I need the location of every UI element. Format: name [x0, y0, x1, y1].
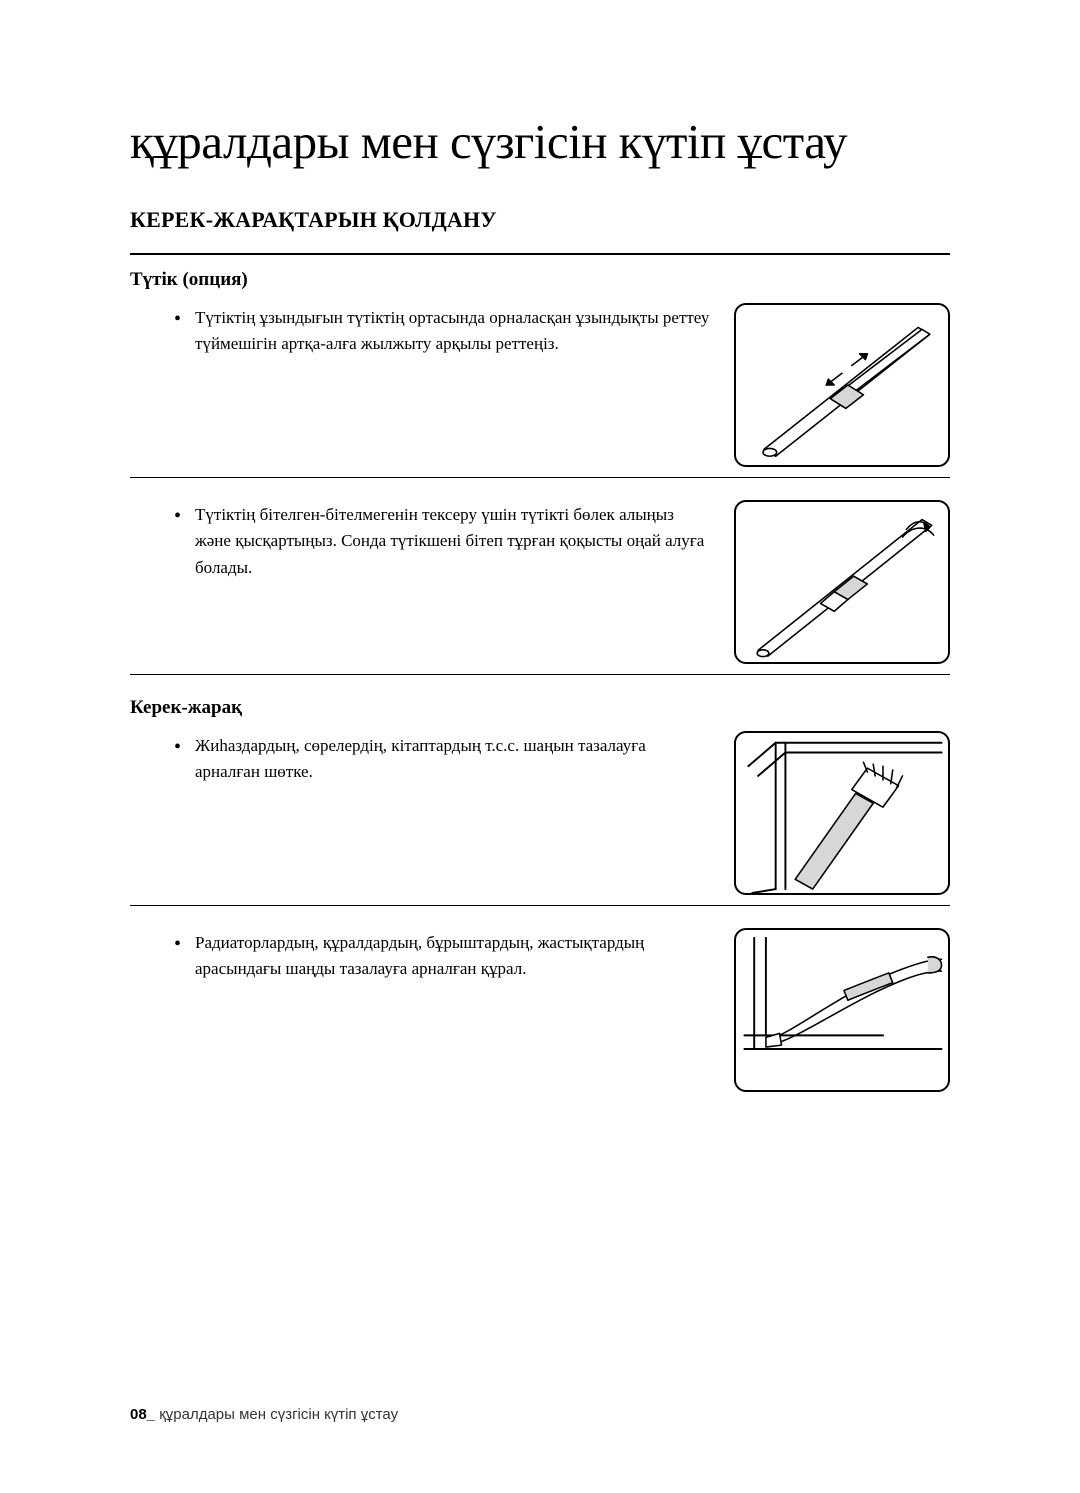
figure-col [734, 500, 950, 664]
figure-crevice-tool [734, 928, 950, 1092]
bullet-icon: • [174, 733, 181, 759]
section-title: КЕРЕК-ЖАРАҚТАРЫН ҚОЛДАНУ [130, 207, 950, 233]
bullet-row: • Түтіктің бітелген-бітелмегенін тексеру… [130, 502, 712, 581]
item-text-col: • Жиһаздардың, сөрелердің, кітаптардың т… [130, 731, 712, 786]
figure-col [734, 928, 950, 1092]
figure-brush-corner [734, 731, 950, 895]
item-text-col: • Түтіктің ұзындығын түтіктің ортасында … [130, 303, 712, 358]
item-text-col: • Радиаторлардың, құралдардың, бұрыштард… [130, 928, 712, 983]
page-footer: 08_ құралдары мен сүзгісін күтіп ұстау [130, 1406, 398, 1423]
bullet-text: Түтіктің бітелген-бітелмегенін тексеру ү… [195, 502, 712, 581]
subsection-title-1: Керек-жарақ [130, 697, 950, 719]
footer-page-number: 08_ [130, 1406, 155, 1423]
item-block-1-1: • Радиаторлардың, құралдардың, бұрыштард… [130, 928, 950, 1102]
bullet-text: Радиаторлардың, құралдардың, бұрыштардың… [195, 930, 712, 983]
item-block-0-0: • Түтіктің ұзындығын түтіктің ортасында … [130, 303, 950, 478]
bullet-row: • Радиаторлардың, құралдардың, бұрыштард… [130, 930, 712, 983]
item-text-col: • Түтіктің бітелген-бітелмегенін тексеру… [130, 500, 712, 581]
bullet-icon: • [174, 930, 181, 956]
figure-pipe-adjust [734, 303, 950, 467]
page-title: құралдары мен сүзгісін күтіп ұстау [130, 115, 950, 169]
bullet-text: Түтіктің ұзындығын түтіктің ортасында ор… [195, 305, 712, 358]
subsection-title-0: Түтік (опция) [130, 269, 950, 291]
footer-text: құралдары мен сүзгісін күтіп ұстау [155, 1406, 398, 1423]
bullet-text: Жиһаздардың, сөрелердің, кітаптардың т.с… [195, 733, 712, 786]
section-divider [130, 253, 950, 255]
bullet-icon: • [174, 502, 181, 528]
figure-col [734, 303, 950, 467]
figure-pipe-clear [734, 500, 950, 664]
figure-col [734, 731, 950, 895]
item-block-1-0: • Жиһаздардың, сөрелердің, кітаптардың т… [130, 731, 950, 906]
item-block-0-1: • Түтіктің бітелген-бітелмегенін тексеру… [130, 500, 950, 675]
bullet-icon: • [174, 305, 181, 331]
page-content: құралдары мен сүзгісін күтіп ұстау КЕРЕК… [130, 115, 950, 1116]
bullet-row: • Түтіктің ұзындығын түтіктің ортасында … [130, 305, 712, 358]
bullet-row: • Жиһаздардың, сөрелердің, кітаптардың т… [130, 733, 712, 786]
